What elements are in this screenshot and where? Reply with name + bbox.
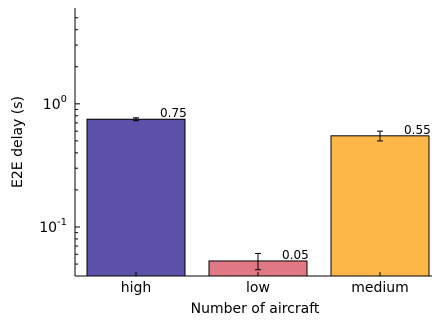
x-axis-label: Number of aircraft (191, 301, 320, 317)
bar-high (86, 118, 186, 277)
x-tick-label-low: low (246, 280, 270, 296)
bar-medium (330, 135, 430, 277)
data-label-high: 0.75 (160, 106, 187, 120)
x-tick-label-medium: medium (351, 280, 409, 296)
data-labels-group: 0.75 0.05 0.55 (160, 106, 431, 262)
y-tick-label: 100 (43, 94, 67, 113)
y-axis-label: E2E delay (s) (10, 96, 26, 188)
y-tick-label: 10-1 (39, 217, 67, 236)
x-axis-ticks: high low medium (121, 272, 409, 296)
bars-group (86, 118, 430, 277)
y-axis-ticks: 10-1 100 (39, 17, 80, 265)
data-label-medium: 0.55 (404, 123, 431, 137)
data-label-low: 0.05 (282, 248, 309, 262)
error-bars-group (133, 117, 383, 271)
x-tick-label-high: high (121, 280, 152, 296)
